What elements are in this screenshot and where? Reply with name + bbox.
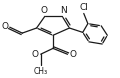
Text: O: O — [32, 50, 39, 59]
Text: O: O — [40, 6, 47, 15]
Text: O: O — [2, 22, 9, 31]
Text: Cl: Cl — [79, 3, 88, 12]
Text: N: N — [60, 6, 67, 15]
Text: O: O — [69, 50, 76, 59]
Text: CH₃: CH₃ — [34, 67, 48, 76]
